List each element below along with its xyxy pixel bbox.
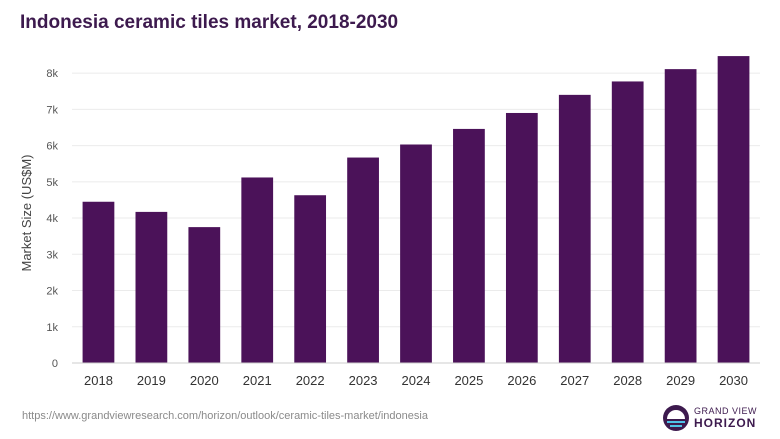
x-tick-label: 2018 xyxy=(84,373,113,388)
x-tick-label: 2021 xyxy=(243,373,272,388)
x-tick-label: 2019 xyxy=(137,373,166,388)
x-axis-ticks: 2018 2019 2020 2021 2022 2023 2024 2025 2026 2027… xyxy=(84,373,748,388)
x-tick-label: 2030 xyxy=(719,373,748,388)
x-tick-label: 2025 xyxy=(454,373,483,388)
bar-2020 xyxy=(188,227,221,363)
bar-2019 xyxy=(135,211,168,363)
x-tick-label: 2026 xyxy=(507,373,536,388)
y-tick-label: 4k xyxy=(46,213,58,225)
y-tick-label: 6k xyxy=(46,141,58,153)
brand-logo: GRAND VIEW HORIZON xyxy=(662,403,762,433)
y-axis-label: Market Size (US$M) xyxy=(19,154,34,271)
bar-2027 xyxy=(558,94,591,363)
y-tick-label: 2k xyxy=(46,286,58,298)
bar-2025 xyxy=(453,128,485,363)
x-tick-label: 2029 xyxy=(666,373,695,388)
bar-2030 xyxy=(717,56,750,363)
x-tick-label: 2020 xyxy=(190,373,219,388)
bar-2024 xyxy=(400,144,432,363)
logo-text-top: GRAND VIEW xyxy=(694,406,758,416)
bar-2023 xyxy=(347,157,379,363)
bar-2021 xyxy=(241,177,274,363)
x-tick-label: 2028 xyxy=(613,373,642,388)
chart-title: Indonesia ceramic tiles market, 2018-203… xyxy=(20,12,399,33)
y-tick-label: 5k xyxy=(46,177,58,189)
y-axis-ticks: 0 1k 2k 3k 4k 5k 6k 7k 8k xyxy=(46,68,58,370)
logo-text-bottom: HORIZON xyxy=(694,416,757,430)
bar-2028 xyxy=(611,81,644,363)
x-tick-label: 2024 xyxy=(402,373,431,388)
bar-2029 xyxy=(664,69,697,363)
bars xyxy=(82,56,750,363)
horizon-logo-icon xyxy=(663,405,689,431)
x-tick-label: 2022 xyxy=(296,373,325,388)
source-url: https://www.grandviewresearch.com/horizo… xyxy=(22,410,428,422)
y-tick-label: 0 xyxy=(52,358,58,370)
x-tick-label: 2027 xyxy=(560,373,589,388)
y-tick-label: 7k xyxy=(46,104,58,116)
bar-2018 xyxy=(82,201,115,363)
y-tick-label: 8k xyxy=(46,68,58,80)
y-tick-label: 3k xyxy=(46,249,58,261)
x-tick-label: 2023 xyxy=(349,373,378,388)
bar-2026 xyxy=(505,112,538,363)
y-tick-label: 1k xyxy=(46,322,58,334)
bar-2022 xyxy=(294,195,327,363)
